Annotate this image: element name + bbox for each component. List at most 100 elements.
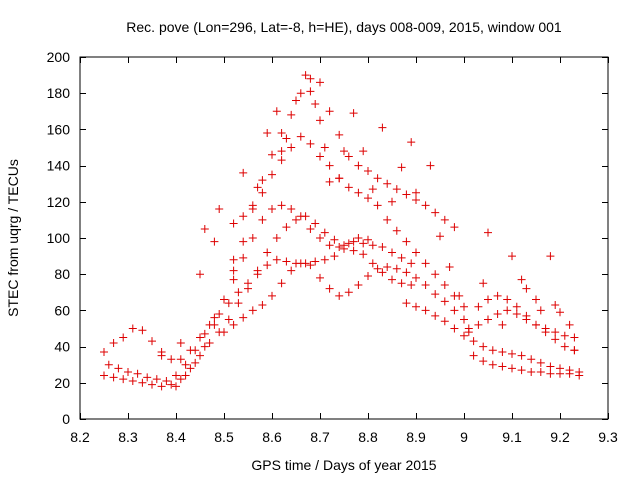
data-point	[320, 143, 329, 152]
data-point	[258, 176, 267, 185]
data-point	[167, 355, 176, 364]
data-point	[392, 226, 401, 235]
data-point	[359, 147, 368, 156]
data-point	[176, 375, 185, 384]
data-point	[508, 364, 516, 373]
data-point	[148, 380, 156, 389]
data-point	[354, 281, 363, 290]
data-point	[512, 310, 521, 319]
data-point	[335, 291, 344, 300]
data-point	[320, 228, 329, 237]
y-tick-label: 80	[54, 266, 70, 282]
data-point	[426, 161, 435, 170]
data-point	[503, 306, 512, 315]
data-point	[541, 328, 550, 337]
data-point	[224, 299, 233, 308]
data-point	[100, 348, 108, 357]
data-point	[431, 290, 440, 299]
data-point	[109, 373, 118, 382]
data-point	[277, 279, 286, 288]
data-point	[296, 132, 305, 141]
data-point	[546, 362, 555, 371]
data-point	[436, 232, 444, 241]
data-point	[325, 284, 334, 293]
data-point	[325, 177, 334, 186]
data-point	[503, 295, 512, 304]
data-point	[119, 333, 128, 342]
data-point	[220, 295, 228, 304]
data-point	[210, 320, 219, 329]
data-point	[124, 367, 132, 376]
data-point	[455, 291, 464, 300]
data-point	[316, 78, 324, 87]
data-point	[191, 358, 200, 367]
data-point	[316, 273, 324, 282]
data-point	[268, 291, 276, 300]
data-point	[301, 71, 310, 80]
data-point	[176, 338, 185, 347]
data-point	[172, 371, 180, 380]
data-point	[373, 201, 382, 210]
data-point	[383, 179, 392, 188]
data-point	[306, 87, 315, 96]
data-point	[397, 163, 406, 172]
data-point	[469, 337, 478, 346]
data-point	[229, 219, 238, 228]
data-point	[325, 161, 334, 170]
data-point	[532, 320, 540, 329]
data-point	[402, 299, 411, 308]
x-tick-label: 8.9	[406, 429, 426, 445]
x-tick-label: 9.3	[598, 429, 618, 445]
data-point	[368, 185, 377, 194]
data-point	[344, 288, 353, 297]
data-point	[354, 188, 363, 197]
data-point	[464, 324, 473, 333]
data-point	[272, 255, 281, 264]
data-point	[359, 239, 368, 248]
data-point	[388, 275, 396, 284]
chart-title: Rec. pove (Lon=296, Lat=-8, h=HE), days …	[126, 19, 562, 35]
data-point	[460, 331, 468, 340]
data-point	[162, 376, 171, 385]
data-point	[388, 197, 396, 206]
data-point	[292, 96, 300, 105]
data-point	[556, 308, 564, 317]
data-point	[479, 342, 488, 351]
data-point	[378, 243, 387, 252]
data-point	[296, 259, 305, 268]
data-point	[239, 212, 248, 221]
data-point	[138, 326, 147, 335]
data-point	[551, 328, 560, 337]
data-point	[268, 170, 276, 179]
data-point	[421, 259, 430, 268]
data-point	[335, 174, 344, 183]
data-point	[157, 382, 166, 391]
data-point	[474, 320, 483, 329]
data-point	[229, 320, 238, 329]
data-point	[383, 215, 392, 224]
data-point	[210, 237, 219, 246]
data-point	[335, 130, 344, 139]
y-tick-label: 180	[47, 85, 71, 101]
x-tick-label: 8.2	[70, 429, 90, 445]
data-point	[484, 315, 492, 324]
data-point	[412, 195, 420, 204]
data-point	[325, 107, 334, 116]
data-point	[412, 248, 420, 257]
data-point	[407, 138, 416, 147]
data-point	[354, 161, 363, 170]
data-point	[277, 156, 286, 165]
data-point	[517, 366, 526, 375]
data-point	[263, 129, 272, 138]
data-point	[316, 116, 324, 125]
data-point	[287, 110, 296, 119]
data-point	[200, 224, 209, 233]
x-tick-label: 8.3	[118, 429, 138, 445]
data-point	[392, 185, 401, 194]
data-point	[316, 234, 324, 242]
data-point	[373, 174, 382, 183]
y-tick-label: 100	[47, 230, 71, 246]
data-point	[186, 346, 195, 355]
data-point	[340, 244, 348, 253]
y-tick-label: 140	[47, 158, 71, 174]
